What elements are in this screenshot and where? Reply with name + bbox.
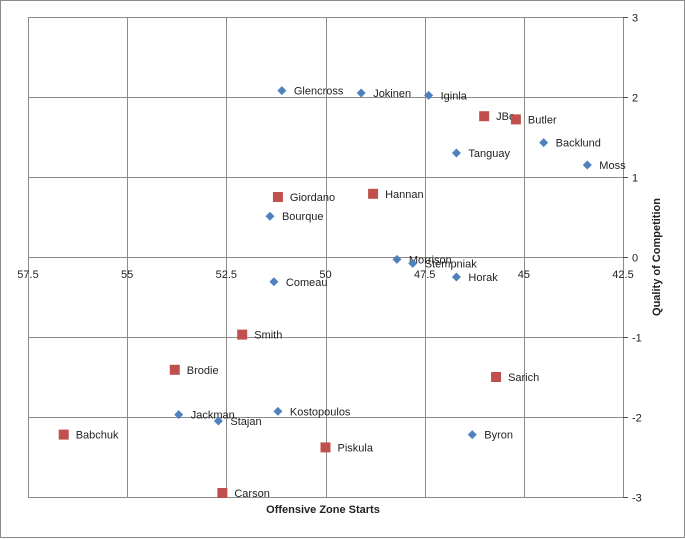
y-tick-label: -3 xyxy=(632,493,642,505)
point-label: Backlund xyxy=(556,138,601,150)
square-marker xyxy=(272,192,283,202)
point-label: Smith xyxy=(254,330,282,342)
y-tick-label: 3 xyxy=(632,13,638,25)
x-axis-title: Offensive Zone Starts xyxy=(266,504,380,516)
square-marker xyxy=(510,114,521,125)
point-label: Giordano xyxy=(290,192,335,204)
x-tick-label: 55 xyxy=(121,269,133,281)
point-label: Babchuk xyxy=(76,430,119,442)
square-marker xyxy=(491,372,502,382)
x-tick-label: 42.5 xyxy=(612,269,633,281)
y-tick-label: -2 xyxy=(632,413,642,425)
diamond-marker xyxy=(582,160,592,170)
square-marker xyxy=(58,429,69,440)
point-label: Glencross xyxy=(294,86,344,98)
y-tick-label: -1 xyxy=(632,333,642,345)
diamond-marker xyxy=(356,88,366,98)
diamond-marker xyxy=(174,410,184,420)
y-tick-label: 2 xyxy=(632,93,638,105)
x-tick-label: 52.5 xyxy=(216,269,237,281)
gridlines xyxy=(28,17,624,498)
point-label: Morrison xyxy=(409,254,452,266)
point-label: Carson xyxy=(234,488,269,500)
point-label: Moss xyxy=(599,160,626,172)
point-label: Tanguay xyxy=(468,148,510,160)
square-marker xyxy=(320,442,331,453)
point-label: Jokinen xyxy=(373,88,411,100)
point-label: Iginla xyxy=(441,90,468,102)
diamond-marker xyxy=(269,277,279,287)
diamond-marker xyxy=(539,138,549,148)
diamond-marker xyxy=(392,254,402,264)
point-label: Horak xyxy=(468,272,498,284)
y-tick-label: 1 xyxy=(632,173,638,185)
diamond-marker xyxy=(451,148,461,158)
data-points: Glencross Jokinen Iginla Backlund Tanguay Mos… xyxy=(58,86,626,500)
square-marker xyxy=(217,488,228,498)
point-label: JBo xyxy=(496,111,515,123)
diamond-marker xyxy=(277,86,287,96)
square-marker xyxy=(237,329,248,340)
x-tick-label: 50 xyxy=(319,269,331,281)
square-marker xyxy=(169,364,180,375)
diamond-marker xyxy=(265,211,275,221)
point-label: Jackman xyxy=(191,410,235,422)
square-marker xyxy=(479,111,490,122)
diamond-marker xyxy=(467,430,477,440)
point-label: Piskula xyxy=(338,442,374,454)
x-tick-label: 45 xyxy=(518,269,530,281)
diamond-marker xyxy=(273,406,283,416)
point-label: Sarich xyxy=(508,372,539,384)
point-label: Byron xyxy=(484,430,513,442)
y-axis-title: Quality of Competition xyxy=(651,198,663,316)
point-label: Butler xyxy=(528,114,557,126)
axes: 3 2 1 0 -1 -2 -3 57.5 55 52.5 50 47.5 45 42.5 xyxy=(17,13,641,505)
diamond-marker xyxy=(213,416,223,426)
y-tick-label: 0 xyxy=(632,253,638,265)
point-label: Hannan xyxy=(385,189,424,201)
x-tick-label: 57.5 xyxy=(17,269,38,281)
x-tick-label: 47.5 xyxy=(414,269,435,281)
diamond-marker xyxy=(424,90,434,100)
diamond-marker xyxy=(451,272,461,282)
point-label: Stempniak xyxy=(425,258,477,270)
point-label: Bourque xyxy=(282,211,324,223)
square-marker xyxy=(368,188,379,199)
point-label: Kostopoulos xyxy=(290,406,351,418)
diamond-marker xyxy=(408,258,418,268)
point-label: Comeau xyxy=(286,277,328,289)
point-label: Brodie xyxy=(187,365,219,377)
point-label: Stajan xyxy=(230,416,261,428)
